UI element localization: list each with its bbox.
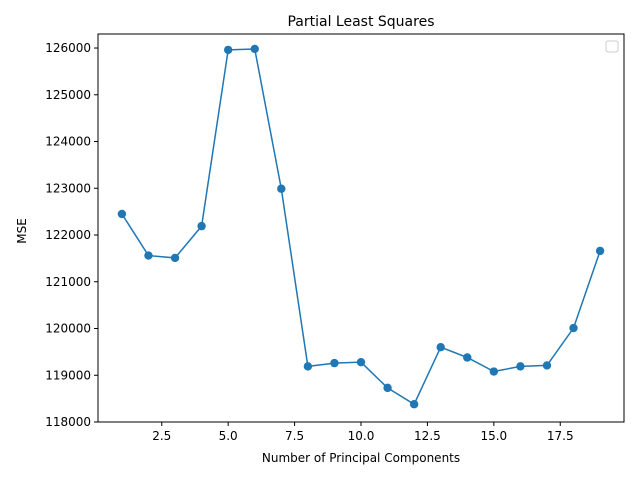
y-tick-label: 122000: [45, 228, 91, 242]
data-point: [409, 400, 419, 409]
data-point: [250, 44, 259, 54]
x-axis: 2.5 5.0 7.5 10.0 12.5 15.0 17.5: [152, 422, 574, 443]
x-tick-label: 5.0: [219, 429, 238, 443]
x-tick-label: 15.0: [480, 429, 507, 443]
y-tick-label: 126000: [45, 41, 91, 55]
data-point: [330, 358, 339, 368]
y-tick-label: 119000: [45, 368, 91, 382]
legend-box: [605, 40, 619, 53]
data-point: [463, 353, 472, 362]
x-axis-label: Number of Principal Components: [262, 451, 460, 465]
x-tick-label: 17.5: [547, 429, 574, 443]
chart-title: Partial Least Squares: [287, 14, 434, 30]
data-point: [516, 362, 525, 371]
data-point: [170, 253, 180, 263]
x-tick-label: 10.0: [348, 429, 375, 443]
data-point: [277, 184, 286, 193]
y-axis-label: MSE: [15, 218, 29, 244]
y-axis: 118000 119000 120000 121000 122000 123000 1240…: [45, 41, 98, 429]
y-tick-label: 123000: [45, 181, 91, 195]
y-tick-label: 124000: [45, 135, 91, 149]
data-point: [436, 343, 445, 352]
data-point: [144, 251, 153, 260]
data-point: [569, 323, 578, 333]
data-point: [117, 209, 127, 219]
plot-area: [117, 44, 605, 409]
x-tick-label: 7.5: [285, 429, 304, 443]
y-tick-label: 125000: [45, 88, 91, 102]
y-tick-label: 120000: [45, 322, 91, 336]
data-point: [356, 357, 366, 367]
data-point: [383, 383, 392, 393]
x-tick-label: 12.5: [414, 429, 441, 443]
data-point: [595, 246, 605, 256]
data-point: [197, 221, 206, 231]
data-point: [489, 367, 499, 376]
data-point: [223, 45, 233, 55]
y-tick-label: 118000: [45, 415, 91, 429]
data-point: [303, 362, 313, 371]
data-point: [542, 361, 552, 370]
x-tick-label: 2.5: [152, 429, 171, 443]
y-tick-label: 121000: [45, 275, 91, 289]
